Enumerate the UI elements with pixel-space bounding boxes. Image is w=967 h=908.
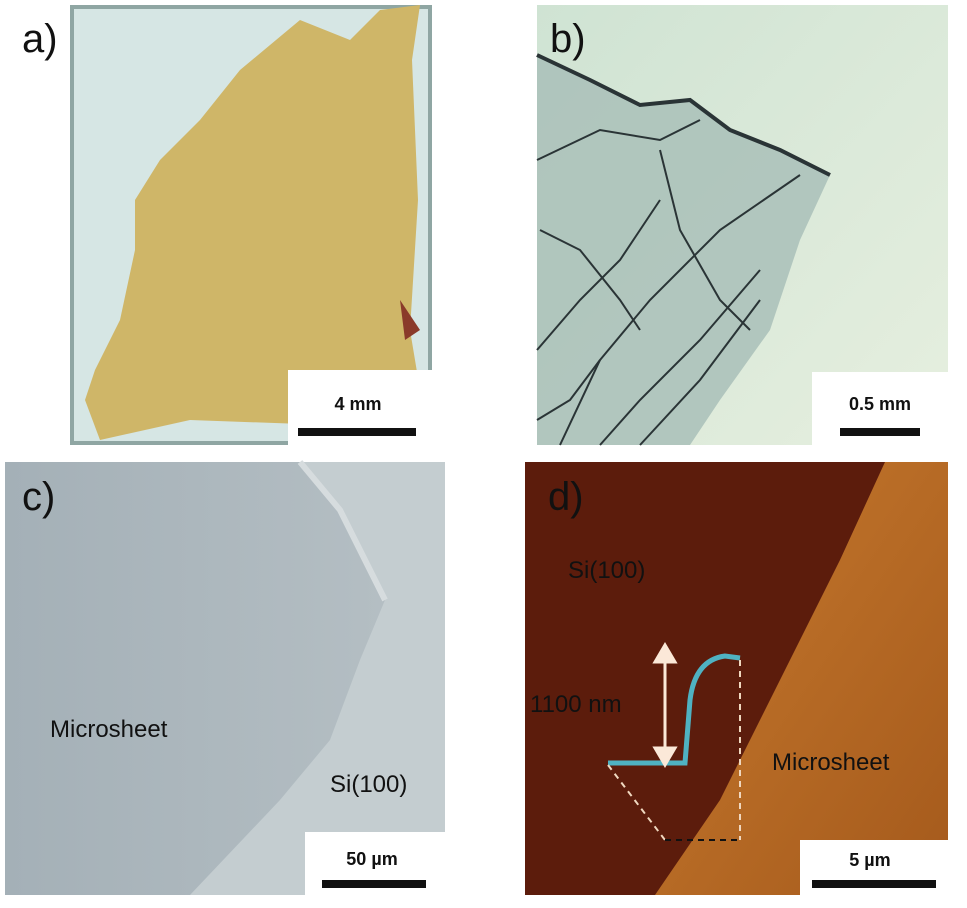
panel-label: a) — [22, 17, 58, 61]
microsheet — [5, 462, 385, 895]
panel-label: c) — [22, 475, 55, 519]
scale-bar — [322, 880, 426, 888]
height-arrow — [652, 642, 678, 768]
scale-bar — [812, 880, 936, 888]
flake-edge — [400, 300, 420, 340]
annotation: Si(100) — [330, 771, 407, 798]
flake — [85, 5, 425, 440]
annotation: Microsheet — [772, 749, 890, 776]
scale-bar — [298, 428, 416, 436]
scale-bar-label: 4 mm — [334, 394, 381, 414]
scale-bar-label: 50 µm — [346, 849, 397, 869]
guide-lines — [607, 660, 741, 841]
sheet-edge — [297, 460, 388, 602]
microsheet — [655, 462, 948, 895]
annotation: Si(100) — [568, 557, 645, 584]
scale-bar — [840, 428, 920, 436]
panel-label: b) — [550, 17, 586, 61]
panel-a: a) 4 mm — [22, 5, 432, 445]
panel-label: d) — [548, 475, 584, 519]
height-profile — [608, 653, 741, 766]
scale-bar-label: 5 µm — [849, 850, 890, 870]
slide-edge — [70, 5, 432, 445]
panel-c: c) Microsheet Si(100) 50 µm — [5, 460, 445, 895]
annotation: 1100 nm — [530, 691, 622, 718]
wrinkles — [536, 53, 831, 446]
annotation: Microsheet — [50, 716, 168, 743]
panel-d: d) Si(100) 1100 nm Microsheet 5 µm — [525, 462, 948, 895]
panel-b: b) 0.5 mm — [536, 5, 948, 446]
scale-bar-label: 0.5 mm — [849, 394, 911, 414]
